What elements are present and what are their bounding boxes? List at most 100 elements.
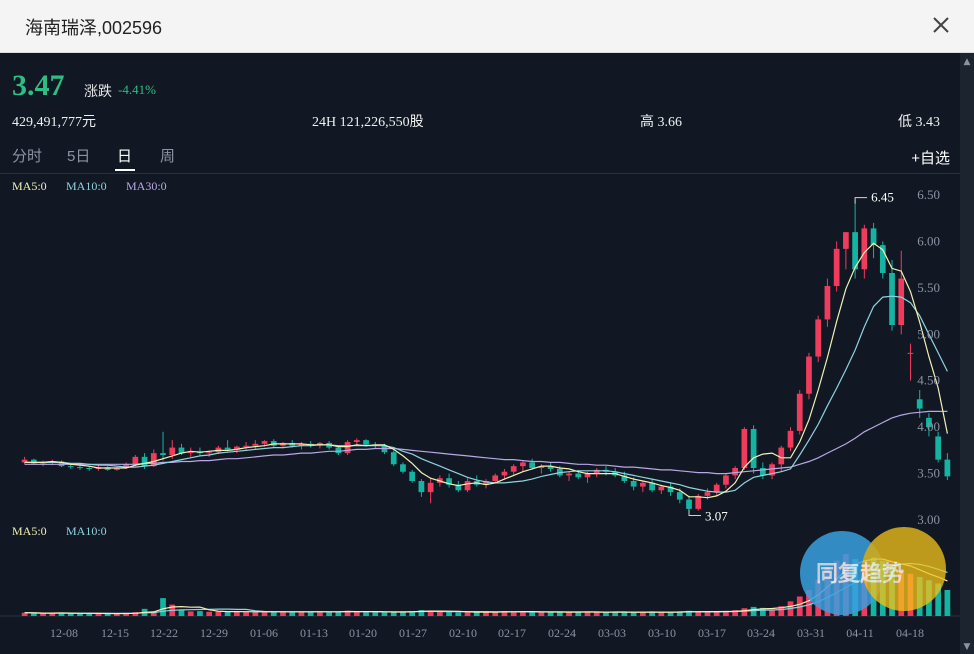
x-tick-label: 03-03 (598, 626, 626, 640)
volume-bar (935, 583, 942, 616)
volume-bar (759, 607, 766, 616)
volume-bar (473, 612, 480, 616)
candle-body (916, 399, 923, 409)
volume-bar (418, 610, 425, 616)
volume-bar (538, 612, 545, 616)
candle-body (686, 499, 692, 509)
candle-body (141, 456, 148, 467)
x-tick-label: 02-10 (449, 626, 477, 640)
max-marker (854, 197, 868, 204)
volume-bar (160, 598, 166, 616)
add-favorite-button[interactable]: +自选 (911, 150, 950, 167)
candle-body (206, 452, 213, 454)
volume-bar (150, 611, 157, 616)
x-tick-label: 01-27 (399, 626, 427, 640)
candle-body (584, 473, 591, 478)
x-tick-label: 03-24 (747, 626, 775, 640)
candle-body (298, 443, 305, 446)
x-tick-label: 01-13 (300, 626, 328, 640)
volume-bar (455, 612, 462, 616)
candle-body (169, 447, 176, 455)
candle-body (695, 495, 702, 509)
tab-intraday[interactable]: 分时 (12, 148, 43, 165)
volume-bar (21, 612, 28, 616)
scroll-up-icon[interactable]: ▲ (963, 57, 971, 67)
volume-bar (483, 612, 489, 616)
volume-bar (390, 612, 397, 616)
volume-bar (132, 612, 139, 616)
quote-panel: 3.47 涨跌 -4.41% 429,491,777元 24H 121,226,… (0, 53, 960, 654)
candle-body (630, 481, 637, 487)
volume-bar (556, 611, 563, 616)
x-tick-label: 01-20 (349, 626, 377, 640)
candle-body (335, 447, 342, 454)
volume-bar (446, 612, 452, 616)
volume-bar (769, 609, 775, 616)
tab-daily[interactable]: 日 (117, 148, 133, 165)
volume-bar (261, 611, 268, 616)
y-tick-label: 6.50 (917, 187, 940, 202)
volume-bar (289, 611, 296, 616)
change-label: 涨跌 (84, 83, 112, 99)
candle-body (926, 417, 932, 428)
candle-body (649, 482, 655, 491)
candle-body (750, 429, 757, 468)
volume-bar (686, 610, 692, 616)
volume-bar (270, 612, 277, 616)
candle-body (667, 486, 674, 493)
x-tick-label: 04-18 (896, 626, 924, 640)
volume-bar (529, 612, 535, 616)
y-tick-label: 3.00 (917, 512, 940, 527)
candle-body (123, 464, 129, 468)
candle-body (390, 452, 397, 465)
x-tick-label: 12-22 (150, 626, 178, 640)
candle-body (243, 445, 249, 447)
volume-bar (307, 611, 314, 616)
volume-bar (233, 611, 240, 616)
candle-body (861, 228, 868, 270)
tab-weekly[interactable]: 周 (160, 148, 176, 165)
low-stat: 低 3.43 (898, 111, 940, 131)
candle-body (427, 482, 434, 493)
candle-body (640, 482, 646, 487)
volume-bar (649, 611, 655, 616)
scroll-down-icon[interactable]: ▼ (963, 642, 971, 652)
candle-body (935, 436, 942, 460)
x-tick-label: 03-31 (797, 626, 825, 640)
tab-5day[interactable]: 5日 (67, 148, 91, 165)
volume-bar (741, 608, 748, 616)
volume-bar (778, 606, 785, 616)
change-percent: -4.41% (118, 82, 156, 97)
candle-body (464, 481, 471, 491)
candle-body (879, 245, 886, 273)
volume-bar (409, 611, 416, 616)
candle-body (676, 492, 683, 500)
x-tick-label: 01-06 (250, 626, 278, 640)
candle-body (77, 467, 83, 469)
candle-body (187, 451, 194, 454)
vertical-scrollbar[interactable]: ▲ ▼ (960, 53, 974, 654)
volume-bar (658, 612, 665, 616)
ma-lines (24, 242, 948, 615)
volume-bar (520, 611, 526, 616)
volume-bar (732, 610, 739, 616)
volume-bar (400, 611, 406, 616)
candle-body (252, 443, 259, 446)
volume-bar (123, 613, 129, 616)
volume-bar (566, 612, 572, 616)
kline-chart[interactable]: 6.50 6.00 5.50 5.00 4.50 4.00 3.50 3.00 12-08 12-… (0, 53, 960, 654)
volume-bar (224, 612, 231, 616)
volume-bar (492, 611, 499, 616)
volume-bar (298, 612, 305, 616)
candle-body (575, 473, 582, 478)
candle-body (132, 456, 139, 465)
candle-body (843, 232, 849, 249)
candle-body (658, 486, 665, 491)
candle-body (566, 473, 572, 476)
close-icon[interactable] (930, 14, 952, 36)
volume-bar (501, 611, 508, 616)
candle-body (418, 481, 425, 493)
volume-bar (344, 610, 351, 616)
volume-bar (243, 611, 249, 616)
candle-body (778, 447, 785, 465)
